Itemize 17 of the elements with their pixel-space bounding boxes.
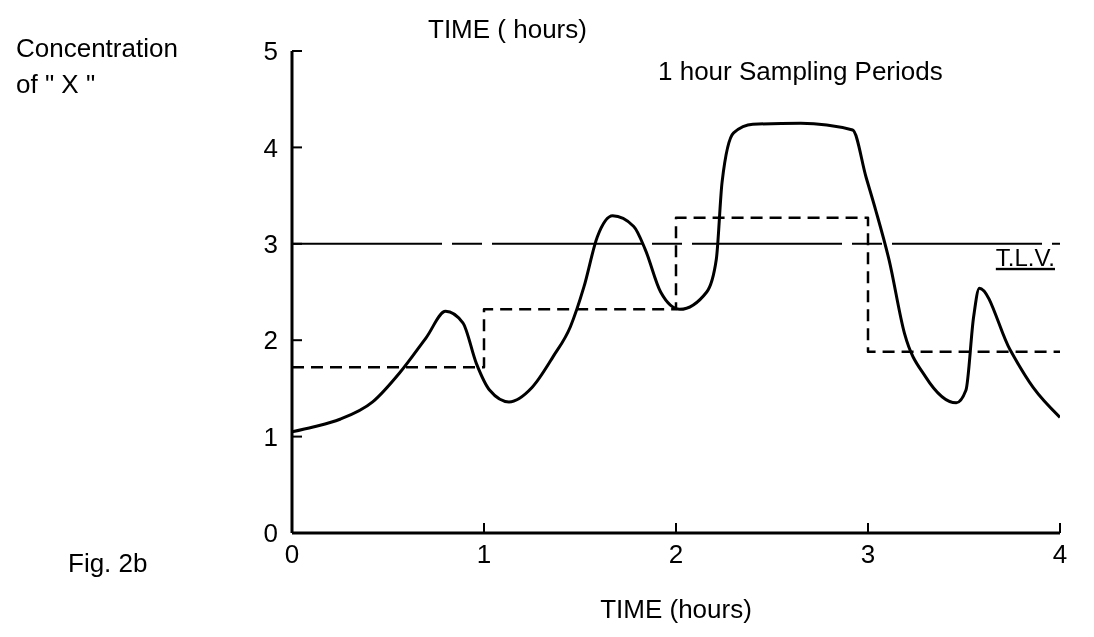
y-tick-label: 5	[263, 36, 278, 67]
x-tick-label: 2	[668, 539, 684, 570]
y-tick-label: 0	[263, 518, 278, 549]
x-axis-title: TIME (hours)	[600, 594, 752, 624]
caption: Fig. 2b	[68, 548, 148, 579]
ref-line-label: T.L.V.	[995, 243, 1055, 271]
x-tick-label: 1	[476, 539, 492, 570]
y-axis-title: Concentration of " X "	[15, 32, 179, 101]
x-tick-label: 4	[1052, 539, 1068, 570]
annotation: 1 hour Sampling Periods	[658, 56, 943, 87]
x-tick-label: 3	[860, 539, 876, 570]
y-tick-label: 1	[263, 421, 278, 452]
y-tick-label: 2	[263, 325, 278, 356]
y-tick-label: 3	[263, 229, 278, 260]
x-tick-label: 0	[284, 539, 300, 570]
text: TIME ( hours)	[428, 14, 587, 45]
y-tick-label: 4	[263, 132, 278, 163]
